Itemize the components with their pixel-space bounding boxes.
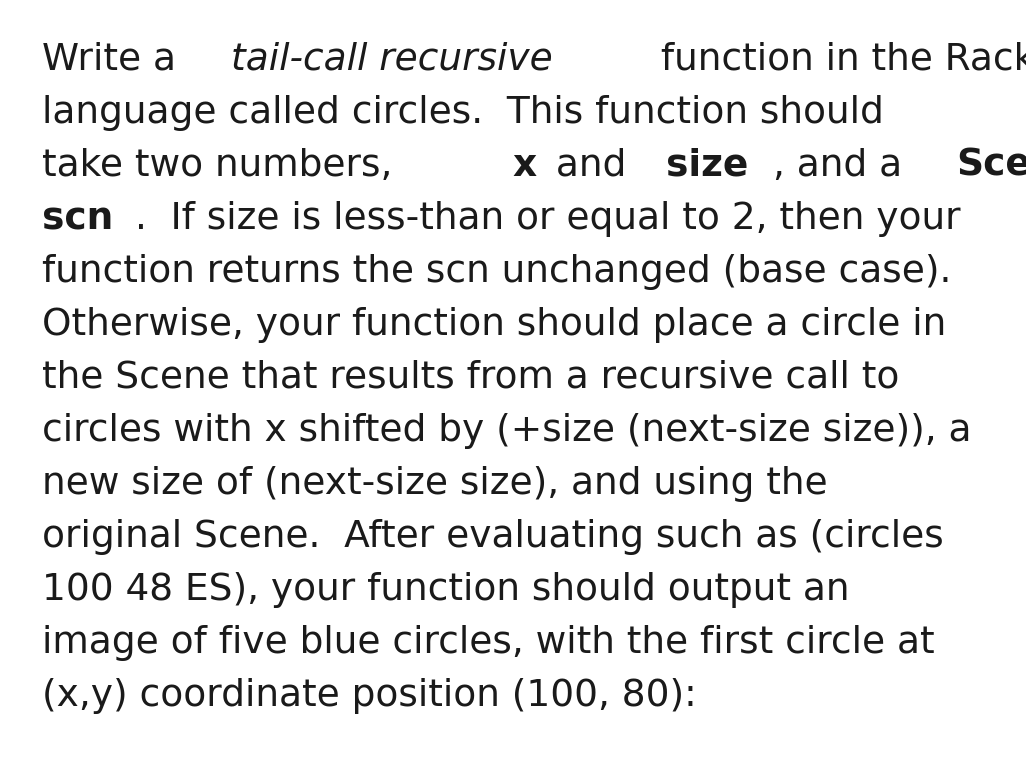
Text: circles with x shifted by (+size (next-size size)), a: circles with x shifted by (+size (next-s… bbox=[42, 413, 972, 449]
Text: new size of (next-size size), and using the: new size of (next-size size), and using … bbox=[42, 466, 828, 502]
Text: .  If size is less-than or equal to 2, then your: . If size is less-than or equal to 2, th… bbox=[134, 201, 960, 237]
Text: x: x bbox=[512, 148, 537, 184]
Text: size: size bbox=[666, 148, 749, 184]
Text: Write a: Write a bbox=[42, 42, 188, 78]
Text: scn: scn bbox=[42, 201, 113, 237]
Text: take two numbers,: take two numbers, bbox=[42, 148, 404, 184]
Text: and: and bbox=[544, 148, 638, 184]
Text: function in the Racket: function in the Racket bbox=[649, 42, 1026, 78]
Text: tail-call recursive: tail-call recursive bbox=[232, 42, 553, 78]
Text: (x,y) coordinate position (100, 80):: (x,y) coordinate position (100, 80): bbox=[42, 678, 697, 714]
Text: function returns the scn unchanged (base case).: function returns the scn unchanged (base… bbox=[42, 254, 951, 290]
Text: language called circles.  This function should: language called circles. This function s… bbox=[42, 95, 883, 131]
Text: Otherwise, your function should place a circle in: Otherwise, your function should place a … bbox=[42, 307, 946, 343]
Text: the Scene that results from a recursive call to: the Scene that results from a recursive … bbox=[42, 360, 900, 396]
Text: image of five blue circles, with the first circle at: image of five blue circles, with the fir… bbox=[42, 625, 935, 661]
Text: 100 48 ES), your function should output an: 100 48 ES), your function should output … bbox=[42, 572, 850, 608]
Text: , and a: , and a bbox=[774, 148, 914, 184]
Text: original Scene.  After evaluating such as (circles: original Scene. After evaluating such as… bbox=[42, 519, 944, 555]
Text: Scene: Scene bbox=[956, 148, 1026, 184]
